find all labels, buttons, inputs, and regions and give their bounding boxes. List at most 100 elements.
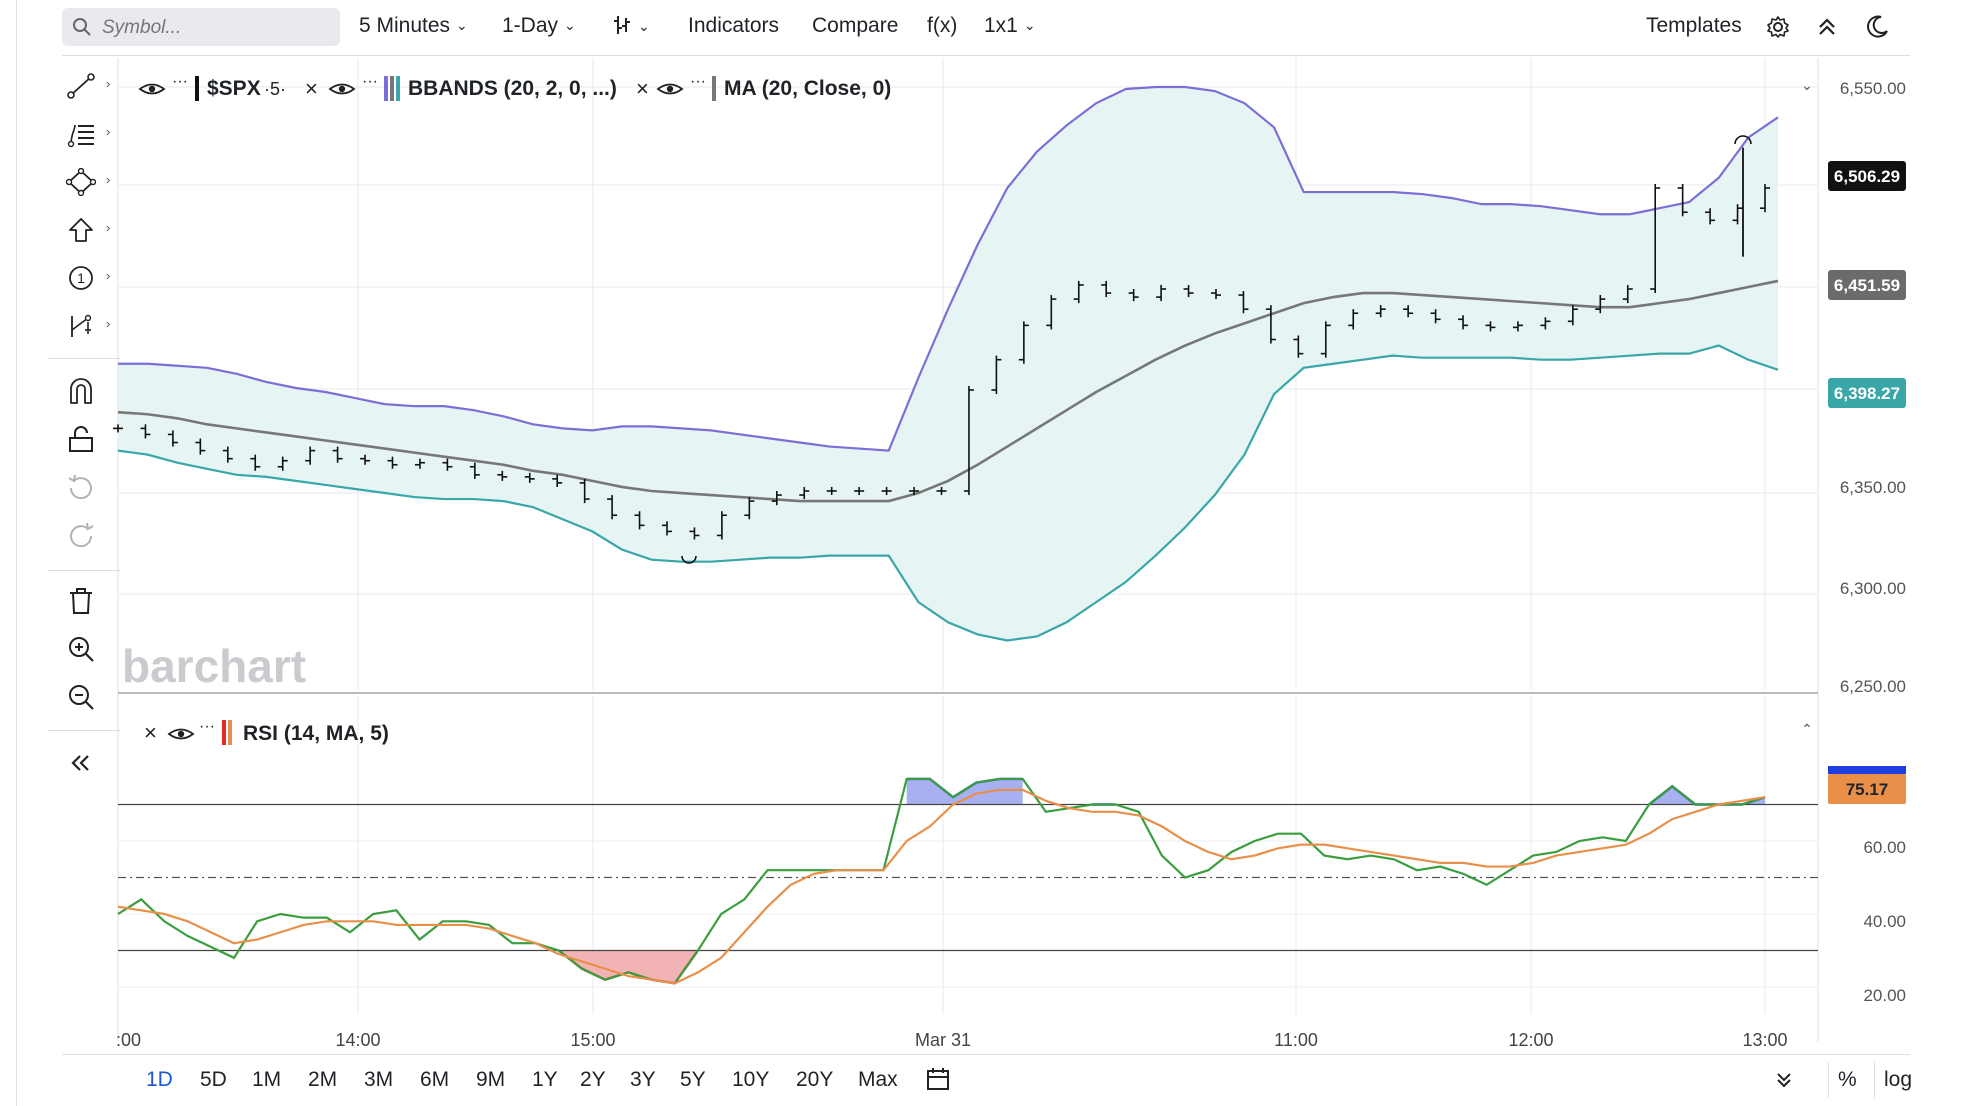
layout-label: 1x1 (984, 14, 1018, 37)
symbol-search[interactable] (62, 8, 340, 46)
lower-band-badge: 6,398.27 (1828, 378, 1906, 408)
top-toolbar: 5 Minutes ⌄ 1-Day ⌄ ⌄ Indicators Compare f… (62, 8, 1926, 48)
range-2y[interactable]: 2Y (580, 1068, 606, 1091)
compare-button[interactable]: Compare (812, 14, 899, 37)
range-10y[interactable]: 10Y (732, 1068, 770, 1091)
numbered-circle-icon: 1 (69, 266, 93, 290)
time-axis: :00 14:00 15:00 Mar 31 11:00 12:00 13:00 (116, 1030, 1788, 1050)
range-5y[interactable]: 5Y (680, 1068, 706, 1091)
time-tick-label: :00 (116, 1030, 141, 1050)
range-6m[interactable]: 6M (420, 1068, 450, 1091)
percent-scale-toggle[interactable]: % (1838, 1068, 1857, 1091)
double-chevron-left-icon (71, 755, 89, 771)
eye-icon[interactable] (656, 83, 684, 95)
range-9m[interactable]: 9M (476, 1068, 506, 1091)
chevron-right-icon: › (106, 268, 111, 283)
range-3y[interactable]: 3Y (630, 1068, 656, 1091)
range-2m[interactable]: 2M (308, 1068, 338, 1091)
collapse-sidebar-button[interactable] (64, 742, 112, 782)
log-scale-toggle[interactable]: log (1884, 1068, 1913, 1091)
bbands-lower-swatch (396, 76, 400, 101)
svg-text:1: 1 (77, 270, 85, 286)
rsi-overbought-fill (906, 778, 1023, 805)
calendar-button[interactable] (926, 1066, 950, 1098)
collapse-toolbar-button[interactable] (1816, 15, 1838, 45)
range-max[interactable]: Max (858, 1068, 898, 1091)
close-icon[interactable]: × (305, 76, 318, 101)
more-options-icon[interactable]: ··· (362, 73, 378, 90)
arrow-tool[interactable]: › (64, 210, 112, 250)
unlock-icon (69, 426, 93, 452)
interval-dropdown[interactable]: 5 Minutes ⌄ (359, 14, 468, 38)
range-1d[interactable]: 1D (146, 1068, 173, 1091)
rsi-oversold-fill (558, 950, 698, 984)
measure-tool[interactable]: › (64, 306, 112, 346)
price-bars (113, 135, 1770, 564)
arrow-up-icon (69, 218, 93, 242)
fx-button[interactable]: f(x) (927, 14, 958, 37)
time-tick-label: 13:00 (1742, 1030, 1787, 1050)
shapes-tool[interactable]: › (64, 162, 112, 202)
expand-bottom-button[interactable] (1774, 1070, 1794, 1096)
layout-dropdown[interactable]: 1x1 ⌄ (984, 14, 1036, 38)
chevron-up-icon[interactable]: ⌃ (1801, 721, 1813, 737)
trendline-tool[interactable]: › (64, 66, 112, 106)
price-tick-label: 6,300.00 (1840, 579, 1906, 598)
page-frame (16, 0, 1929, 1106)
dark-mode-toggle[interactable] (1864, 14, 1890, 46)
symbol-input[interactable] (100, 14, 334, 42)
bollinger-lower-line (117, 344, 1779, 642)
calendar-icon (927, 1068, 949, 1090)
zoom-out-button[interactable] (64, 676, 112, 716)
toolbar-separator (48, 730, 120, 731)
time-tick-label: Mar 31 (915, 1030, 971, 1050)
eye-icon[interactable] (138, 83, 166, 95)
lock-tool[interactable] (64, 418, 112, 458)
range-5d[interactable]: 5D (200, 1068, 227, 1091)
delete-drawings-button[interactable] (64, 580, 112, 620)
eye-icon[interactable] (328, 83, 356, 95)
fibonacci-tool[interactable]: › (64, 114, 112, 154)
time-tick-label: 12:00 (1508, 1030, 1553, 1050)
undo-button[interactable] (64, 466, 112, 506)
more-options-icon[interactable]: ··· (199, 718, 215, 735)
chevron-down-icon: ⌄ (638, 18, 650, 34)
rsi-value-badge-top (1828, 766, 1906, 774)
fibonacci-icon (67, 124, 94, 148)
label-tool[interactable]: 1 › (64, 258, 112, 298)
close-icon[interactable]: × (144, 720, 157, 745)
range-3m[interactable]: 3M (364, 1068, 394, 1091)
ma-value-label: 6,451.59 (1834, 276, 1900, 295)
rsi-tick-label: 40.00 (1863, 912, 1906, 931)
more-options-icon[interactable]: ··· (172, 73, 188, 90)
zoom-in-button[interactable] (64, 628, 112, 668)
trendline-icon (67, 73, 95, 99)
settings-button[interactable] (1766, 15, 1790, 45)
more-options-icon[interactable]: ··· (690, 73, 706, 90)
chart-type-dropdown[interactable]: ⌄ (612, 14, 650, 39)
chevron-right-icon: › (106, 316, 111, 331)
chevron-down-icon[interactable]: ⌄ (1801, 77, 1813, 93)
rsi-axis: 60.00 40.00 20.00 75.17 (1828, 766, 1906, 1005)
range-1y[interactable]: 1Y (532, 1068, 558, 1091)
chevron-down-icon: ⌄ (456, 17, 468, 33)
indicators-button[interactable]: Indicators (688, 14, 780, 37)
redo-button[interactable] (64, 514, 112, 554)
magnet-icon (70, 378, 92, 404)
close-icon[interactable]: × (636, 76, 649, 101)
toolbar-separator (48, 358, 120, 359)
templates-button[interactable]: Templates (1646, 14, 1742, 37)
eye-icon[interactable] (167, 728, 195, 740)
bollinger-band-fill (118, 87, 1778, 641)
range-20y[interactable]: 20Y (796, 1068, 834, 1091)
double-chevron-up-icon (1819, 18, 1835, 35)
rsi-label: RSI (14, MA, 5) (243, 722, 389, 745)
rsi-ma-badge (1828, 774, 1906, 804)
chevron-down-icon: ⌄ (564, 17, 576, 33)
period-dropdown[interactable]: 1-Day ⌄ (502, 14, 576, 38)
range-1m[interactable]: 1M (252, 1068, 282, 1091)
gear-icon (1767, 16, 1789, 38)
magnet-tool[interactable] (64, 370, 112, 410)
bbands-upper-swatch (384, 76, 388, 101)
